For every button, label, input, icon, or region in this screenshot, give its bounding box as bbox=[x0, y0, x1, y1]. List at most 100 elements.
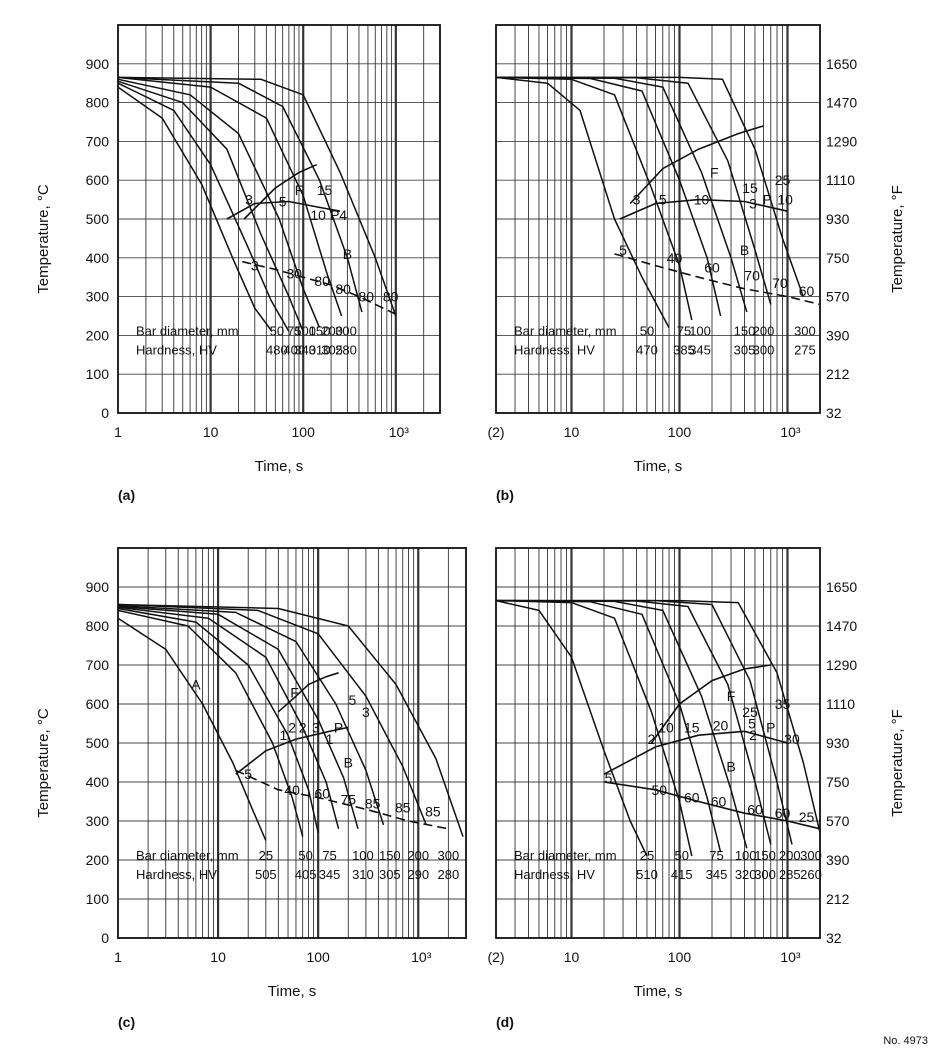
x-tick-label: 10³ bbox=[780, 424, 801, 440]
curve-annotation: 60 bbox=[775, 805, 791, 821]
curve-annotation: 10 bbox=[777, 192, 793, 208]
curve-annotation: 70 bbox=[744, 267, 760, 283]
cooling-curve-4 bbox=[117, 78, 321, 328]
cooling-curve-3 bbox=[495, 76, 722, 317]
x-axis-label: Time, s bbox=[634, 458, 683, 475]
bar-diameter-value: 150 bbox=[309, 323, 331, 338]
y-tick-label: 0 bbox=[101, 405, 109, 421]
panel-label: (b) bbox=[496, 487, 514, 503]
transformation-boundary bbox=[277, 672, 339, 713]
hardness-heading: Hardness, HV bbox=[136, 867, 217, 882]
right-y-tick-label: 1110 bbox=[826, 172, 855, 188]
cooling-curve-4 bbox=[495, 599, 748, 849]
bar-diameter-value: 200 bbox=[407, 848, 429, 863]
x-tick-label: 100 bbox=[668, 949, 692, 965]
curve-annotation: 3 bbox=[251, 258, 259, 274]
cooling-curve-8 bbox=[117, 603, 464, 837]
hardness-value: 310 bbox=[352, 867, 374, 882]
cooling-curve-3 bbox=[117, 80, 304, 332]
right-y-tick-label: 930 bbox=[826, 211, 850, 227]
transformation-boundary bbox=[226, 200, 341, 220]
bar-diameter-value: 150 bbox=[379, 848, 401, 863]
hardness-heading: Hardness, HV bbox=[514, 342, 595, 357]
right-y-tick-label: 212 bbox=[826, 891, 850, 907]
hardness-value: 260 bbox=[800, 867, 822, 882]
curve-annotation: 1 bbox=[326, 731, 334, 747]
x-tick-label: 10³ bbox=[780, 949, 801, 965]
right-y-tick-label: 212 bbox=[826, 366, 850, 382]
curve-annotation: 5 bbox=[244, 766, 252, 782]
hardness-value: 405 bbox=[295, 867, 317, 882]
hardness-value: 345 bbox=[706, 867, 728, 882]
bar-diameter-heading: Bar diameter, mm bbox=[136, 323, 239, 338]
bar-diameter-value: 100 bbox=[352, 848, 374, 863]
panel-label: (c) bbox=[118, 1014, 135, 1030]
figure-number: No. 4973 bbox=[883, 1035, 928, 1047]
hardness-value: 280 bbox=[335, 342, 357, 357]
chart-panel-b: 322123905707509301110129014701650Tempera… bbox=[487, 24, 906, 503]
x-tick-label: 10 bbox=[203, 424, 219, 440]
bar-diameter-heading: Bar diameter, mm bbox=[514, 848, 617, 863]
curve-annotation: 1 bbox=[280, 727, 288, 743]
bar-diameter-heading: Bar diameter, mm bbox=[136, 848, 239, 863]
hardness-value: 290 bbox=[407, 867, 429, 882]
right-y-axis-label: Temperature, °F bbox=[889, 185, 906, 293]
curve-annotation: 10 bbox=[310, 207, 326, 223]
curve-annotation: 80 bbox=[314, 273, 330, 289]
curve-annotation: 3 bbox=[633, 192, 641, 208]
hardness-value: 345 bbox=[689, 342, 711, 357]
right-y-tick-label: 1290 bbox=[826, 133, 857, 149]
curve-annotation: A bbox=[191, 677, 201, 693]
bar-diameter-value: 200 bbox=[321, 323, 343, 338]
cooling-curve-5 bbox=[117, 76, 343, 317]
y-axis-label: Temperature, °C bbox=[35, 184, 52, 294]
y-tick-label: 800 bbox=[86, 95, 110, 111]
curve-annotation: 5 bbox=[605, 770, 613, 786]
transformation-boundary-dashed bbox=[242, 260, 400, 317]
y-tick-label: 900 bbox=[86, 56, 110, 72]
cooling-curve-1 bbox=[117, 617, 267, 841]
transformation-boundary-dashed bbox=[235, 769, 449, 830]
curve-annotation: 40 bbox=[284, 782, 300, 798]
hardness-value: 300 bbox=[753, 342, 775, 357]
hardness-value: 300 bbox=[754, 867, 776, 882]
cooling-curve-2 bbox=[495, 599, 693, 857]
hardness-heading: Hardness, HV bbox=[514, 867, 595, 882]
bar-diameter-value: 150 bbox=[754, 848, 776, 863]
bar-diameter-value: 75 bbox=[287, 323, 301, 338]
curve-annotation: 30 bbox=[286, 265, 302, 281]
bar-diameter-value: 100 bbox=[735, 848, 757, 863]
cooling-curve-7 bbox=[117, 76, 397, 317]
plot-frame bbox=[117, 24, 441, 414]
cooling-curve-5 bbox=[495, 599, 772, 845]
y-tick-label: 300 bbox=[86, 289, 110, 305]
right-y-tick-label: 32 bbox=[826, 405, 842, 421]
curve-annotation: 2 bbox=[299, 719, 307, 735]
curve-annotation: 80 bbox=[359, 289, 375, 305]
bar-diameter-value: 50 bbox=[640, 323, 654, 338]
cooling-curve-1 bbox=[495, 599, 648, 857]
bar-diameter-value: 50 bbox=[675, 848, 689, 863]
curve-annotation: B bbox=[343, 246, 352, 262]
curve-annotation: 85 bbox=[365, 795, 381, 811]
curve-annotation: F bbox=[295, 182, 304, 198]
y-tick-label: 200 bbox=[86, 852, 110, 868]
x-axis-label: Time, s bbox=[634, 983, 683, 1000]
cooling-curve-7 bbox=[117, 603, 427, 826]
y-tick-label: 600 bbox=[86, 696, 110, 712]
curve-annotation: P bbox=[334, 719, 343, 735]
cooling-curve-1 bbox=[495, 76, 670, 328]
curve-annotation: 2 bbox=[749, 727, 757, 743]
x-tick-label: 10 bbox=[564, 424, 580, 440]
transformation-boundary bbox=[650, 664, 771, 744]
plot-frame bbox=[117, 547, 467, 939]
curve-annotation: P bbox=[763, 192, 772, 208]
curve-annotation: 3 bbox=[362, 704, 370, 720]
bar-diameter-value: 75 bbox=[709, 848, 723, 863]
transformation-boundary bbox=[603, 781, 821, 830]
right-y-tick-label: 570 bbox=[826, 813, 850, 829]
bar-diameter-value: 50 bbox=[270, 323, 284, 338]
x-tick-label: 10³ bbox=[411, 949, 432, 965]
panel-label: (d) bbox=[496, 1014, 514, 1030]
hardness-value: 275 bbox=[794, 342, 816, 357]
